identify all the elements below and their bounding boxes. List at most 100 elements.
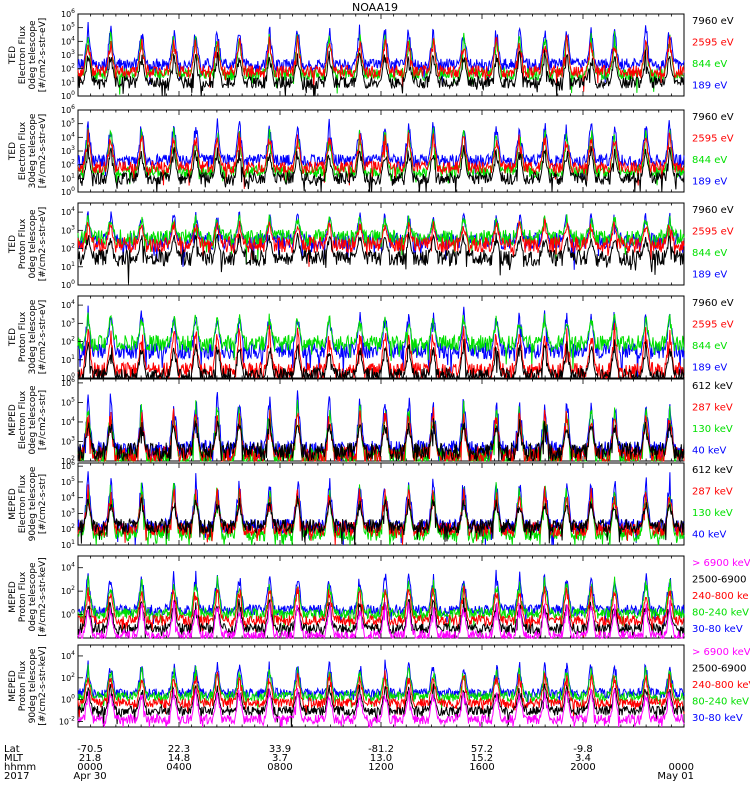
footer-value: 0400: [166, 762, 191, 773]
panel-meped-electron-90deg: 106 105 104 103 102 101 MEPEDElectron Flux90de…: [8, 460, 733, 550]
footer-row-label: hhmm: [4, 762, 36, 773]
y-tick-label: 103: [61, 317, 75, 328]
footer-value: 0000: [77, 762, 102, 773]
legend-entry: 2595 eV: [692, 320, 734, 331]
y-axis-label: MEPEDProton Flux90deg telescope[#/cm2-s-…: [8, 646, 48, 725]
y-tick-label: 100: [61, 279, 75, 290]
panel-meped-electron-0deg: 106 105 104 103 102 MEPEDElectron Flux0deg te…: [8, 377, 733, 466]
series-line-black: [77, 683, 685, 727]
y-axis-label: TEDProton Flux30deg telescope[#/cm2-s-st…: [8, 299, 48, 374]
series-line-black: [77, 418, 685, 463]
y-axis-label: TEDElectron Flux0deg telescope[#/cm2-s-s…: [8, 18, 48, 93]
y-tick-label: 100: [61, 694, 75, 705]
y-tick-label: 103: [61, 435, 75, 446]
y-tick-label: 104: [61, 416, 75, 427]
y-tick-label: 102: [61, 243, 75, 254]
legend-entry: 7960 eV: [692, 112, 734, 123]
legend-entry: 7960 eV: [692, 205, 734, 216]
legend-entry: 130 keV: [692, 424, 733, 435]
footer-value: 2000: [570, 762, 595, 773]
legend-entry: 2500-6900: [692, 575, 747, 586]
series-line-blue: [77, 21, 685, 85]
y-tick-label: 101: [61, 172, 75, 183]
y-tick-label: 103: [61, 49, 75, 60]
series-line-black: [77, 597, 685, 639]
legend-entry: > 6900 keV: [692, 558, 750, 569]
y-tick-label: 10-2: [59, 716, 75, 727]
legend-entry: 80-240 keV: [692, 608, 749, 619]
series-line-green: [77, 214, 685, 264]
legend-entry: 612 keV: [692, 465, 733, 476]
footer-row-label: Lat: [4, 744, 20, 755]
legend-entry: 844 eV: [692, 341, 727, 352]
footer-value: Apr 30: [73, 771, 106, 782]
y-tick-label: 100: [61, 372, 75, 383]
legend-entry: 2500-6900: [692, 664, 747, 675]
y-tick-label: 102: [61, 523, 75, 534]
legend-entry: 2595 eV: [692, 134, 734, 145]
footer-value: 33.9: [269, 744, 291, 755]
y-axis-label: TEDProton Flux0deg telescope[#/cm2-s-str…: [8, 207, 48, 282]
y-tick-label: 104: [61, 492, 75, 503]
footer-value: 0800: [267, 762, 292, 773]
legend-entry: 7960 eV: [692, 16, 734, 27]
y-tick-label: 103: [61, 224, 75, 235]
footer-value: 1200: [368, 762, 393, 773]
series-line-green: [77, 575, 685, 631]
panel-ted-electron-0deg: 106 105 104 103 102 101 100 TEDElectron Flux0de…: [8, 8, 734, 101]
legend-entry: 189 eV: [692, 270, 727, 281]
footer-value: 15.2: [471, 753, 493, 764]
y-tick-label: 102: [61, 63, 75, 74]
y-tick-label: 102: [61, 159, 75, 170]
panels: 106 105 104 103 102 101 100 TEDElectron Flux0de…: [8, 8, 750, 728]
series-line-black: [77, 144, 685, 193]
legend-entry: 844 eV: [692, 155, 727, 166]
legend-entry: 40 keV: [692, 446, 726, 457]
series-line-magenta: [77, 599, 685, 640]
y-tick-label: 101: [61, 539, 75, 550]
y-tick-label: 105: [61, 396, 75, 407]
panel-ted-proton-30deg: 104 103 102 101 100 TEDProton Flux30deg teles…: [8, 295, 734, 383]
y-tick-label: 104: [61, 206, 75, 217]
series-line-black: [77, 339, 685, 380]
panel-ted-proton-0deg: 104 103 102 101 100 TEDProton Flux0deg telesc…: [8, 202, 734, 290]
legend-entry: 844 eV: [692, 248, 727, 259]
panel-meped-proton-90deg: 104 102 100 10-2 MEPEDProton Flux90deg teles…: [8, 644, 750, 728]
series-line-blue: [77, 118, 685, 179]
y-tick-label: 105: [61, 22, 75, 33]
legend-entry: 30-80 keV: [692, 713, 743, 724]
series-line-red: [77, 585, 685, 638]
legend-entry: 2595 eV: [692, 227, 734, 238]
y-axis-label: TEDElectron Flux30deg telescope[#/cm2-s-…: [8, 113, 48, 188]
series-line-red: [77, 670, 685, 719]
legend-entry: 287 keV: [692, 487, 733, 498]
footer-value: 22.3: [168, 744, 190, 755]
legend-entry: > 6900 keV: [692, 647, 750, 658]
y-tick-label: 102: [61, 672, 75, 683]
panel-ted-electron-30deg: 106 105 104 103 102 101 100 TEDElectron Flux30d…: [8, 104, 734, 197]
series-line-blue: [77, 305, 685, 379]
series-line-blue: [77, 569, 685, 625]
y-axis-label: MEPEDElectron Flux0deg telescope[#/cm2-s…: [8, 385, 48, 455]
y-tick-label: 100: [61, 90, 75, 101]
y-tick-label: 104: [61, 562, 75, 573]
legend-entry: 40 keV: [692, 530, 726, 541]
y-axis-label: MEPEDElectron Flux90deg telescope[#/cm2-…: [8, 466, 48, 541]
series-line-red: [77, 34, 685, 92]
y-tick-label: 104: [61, 650, 75, 661]
legend-entry: 30-80 keV: [692, 624, 743, 635]
series-line-black: [77, 50, 685, 97]
y-tick-label: 106: [61, 460, 75, 471]
y-tick-label: 106: [61, 377, 75, 388]
y-tick-label: 100: [61, 609, 75, 620]
footer-value: 14.8: [168, 753, 190, 764]
legend-entry: 240-800 ke: [692, 591, 749, 602]
footer-value: 57.2: [471, 744, 493, 755]
footer-value: -81.2: [368, 744, 394, 755]
footer-value: -70.5: [77, 744, 103, 755]
series-line-green: [77, 312, 685, 370]
y-tick-label: 106: [61, 8, 75, 19]
footer-value: 3.4: [575, 753, 591, 764]
footer-value: 1600: [469, 762, 494, 773]
